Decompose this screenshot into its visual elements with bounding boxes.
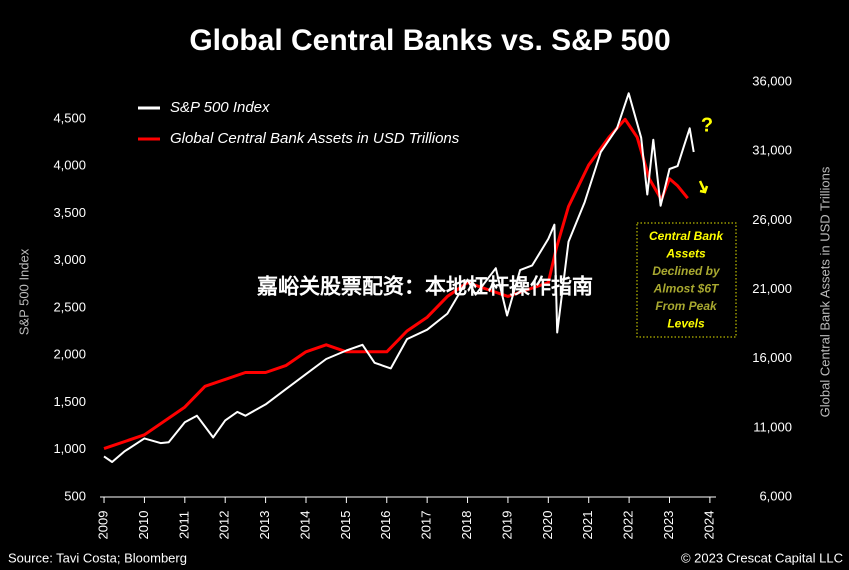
y2-tick-label: 21,000: [752, 281, 792, 296]
x-tick-label: 2021: [580, 511, 595, 540]
x-tick-label: 2015: [338, 511, 353, 540]
y-tick-label: 4,000: [53, 158, 86, 173]
chart-title: Global Central Banks vs. S&P 500: [189, 24, 670, 57]
y2-axis-label: Global Central Bank Assets in USD Trilli…: [817, 166, 832, 417]
x-tick-label: 2013: [257, 511, 272, 540]
annotation-text: Central Bank: [649, 229, 724, 243]
x-tick-label: 2017: [419, 511, 434, 540]
annotation-text: Levels: [667, 317, 705, 331]
series-line: [103, 117, 689, 451]
annotation-text: From Peak: [655, 299, 718, 313]
y2-tick-label: 16,000: [752, 350, 792, 365]
x-tick-label: 2010: [136, 511, 151, 540]
annotation-text: Almost $6T: [653, 282, 720, 296]
x-tick-label: 2019: [499, 511, 514, 540]
y2-tick-label: 36,000: [752, 73, 792, 88]
x-tick-label: 2014: [297, 511, 312, 540]
legend-label: Global Central Bank Assets in USD Trilli…: [170, 130, 460, 147]
x-tick-label: 2023: [661, 511, 676, 540]
annotation-text: Assets: [665, 247, 706, 261]
overlay-text: 嘉峪关股票配资：本地杠杆操作指南: [257, 275, 593, 299]
x-tick-label: 2018: [459, 511, 474, 540]
x-tick-label: 2020: [540, 511, 555, 540]
annotation-text: Declined by: [652, 264, 721, 278]
y-tick-label: 2,000: [53, 347, 86, 362]
y-tick-label: 2,500: [53, 299, 86, 314]
x-tick-label: 2022: [621, 511, 636, 540]
x-tick-label: 2016: [378, 511, 393, 540]
y2-tick-label: 11,000: [753, 419, 792, 434]
y-tick-label: 500: [64, 488, 86, 503]
x-tick-label: 2009: [95, 511, 110, 540]
annotation-box: [636, 222, 737, 338]
y2-tick-label: 26,000: [752, 212, 792, 227]
x-tick-label: 2011: [176, 511, 191, 539]
source: Source: Tavi Costa; Bloomberg: [8, 550, 187, 565]
series-line: [103, 92, 695, 463]
down-arrow: [698, 180, 709, 194]
question-mark: ?: [701, 114, 713, 136]
y-tick-label: 1,000: [53, 441, 86, 456]
y-axis-label: S&P 500 Index: [16, 248, 31, 335]
y-tick-label: 3,500: [53, 205, 86, 220]
x-tick-label: 2012: [217, 511, 232, 540]
y2-tick-label: 31,000: [752, 143, 792, 158]
y-tick-label: 1,500: [53, 394, 86, 409]
x-tick-label: 2024: [701, 511, 716, 540]
y-tick-label: 4,500: [53, 110, 86, 125]
copyright: © 2023 Crescat Capital LLC: [681, 550, 843, 565]
legend-label: S&P 500 Index: [170, 99, 270, 116]
y2-tick-label: 6,000: [759, 488, 792, 503]
y-tick-label: 3,000: [53, 252, 86, 267]
